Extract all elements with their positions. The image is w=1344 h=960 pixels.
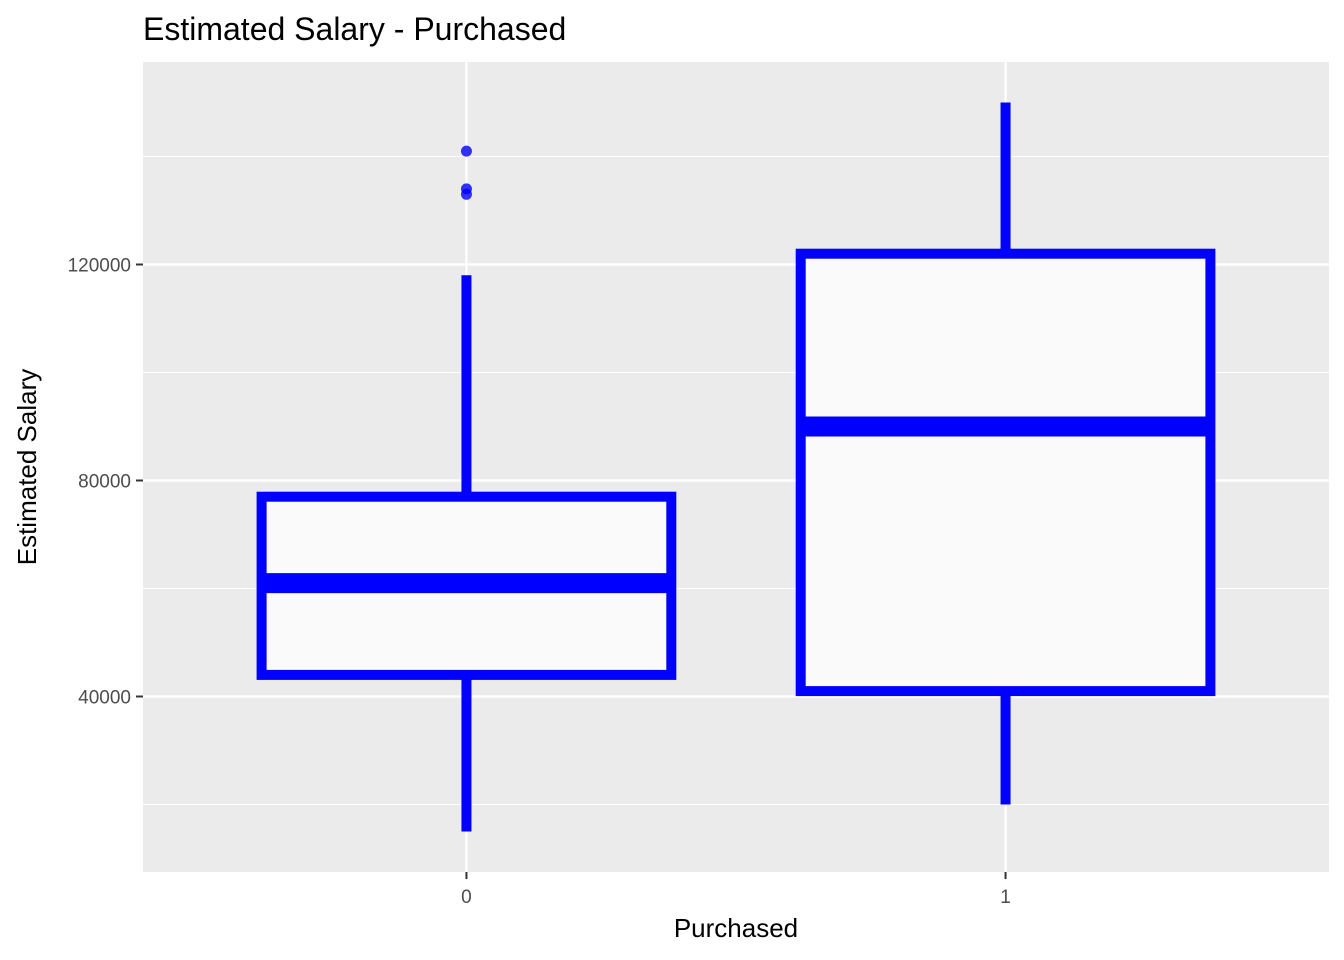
- boxplot-1: [795, 102, 1216, 805]
- box: [795, 248, 1216, 697]
- outlier-point: [460, 183, 472, 195]
- y-tick-label: 120000: [68, 256, 131, 277]
- chart-title: Estimated Salary - Purchased: [143, 11, 566, 47]
- y-axis: 40000 80000 120000: [68, 256, 143, 709]
- x-tick-label: 1: [1000, 887, 1011, 908]
- y-tick-label: 80000: [78, 472, 131, 493]
- y-axis-title: Estimated Salary: [12, 369, 42, 566]
- x-tick-label: 0: [461, 887, 472, 908]
- outlier-point: [460, 145, 472, 157]
- boxplots: [256, 102, 1216, 832]
- x-axis-title: Purchased: [674, 913, 798, 943]
- y-tick-label: 40000: [78, 688, 131, 709]
- boxplot-0: [256, 145, 677, 832]
